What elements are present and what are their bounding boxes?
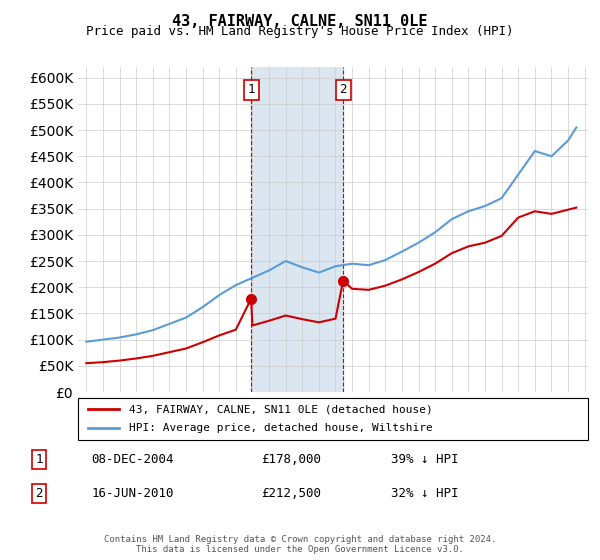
FancyBboxPatch shape	[78, 398, 588, 440]
Text: 08-DEC-2004: 08-DEC-2004	[92, 453, 174, 466]
Text: 1: 1	[247, 83, 255, 96]
Text: 2: 2	[35, 487, 43, 500]
Text: 32% ↓ HPI: 32% ↓ HPI	[391, 487, 458, 500]
Text: Price paid vs. HM Land Registry's House Price Index (HPI): Price paid vs. HM Land Registry's House …	[86, 25, 514, 38]
Text: £178,000: £178,000	[261, 453, 321, 466]
Text: 39% ↓ HPI: 39% ↓ HPI	[391, 453, 458, 466]
Bar	[251, 67, 343, 392]
Text: 2: 2	[340, 83, 347, 96]
Text: £212,500: £212,500	[261, 487, 321, 500]
Text: Contains HM Land Registry data © Crown copyright and database right 2024.
This d: Contains HM Land Registry data © Crown c…	[104, 535, 496, 554]
Text: HPI: Average price, detached house, Wiltshire: HPI: Average price, detached house, Wilt…	[129, 423, 433, 433]
Text: 1: 1	[35, 453, 43, 466]
Text: 43, FAIRWAY, CALNE, SN11 0LE (detached house): 43, FAIRWAY, CALNE, SN11 0LE (detached h…	[129, 404, 433, 414]
Text: 43, FAIRWAY, CALNE, SN11 0LE: 43, FAIRWAY, CALNE, SN11 0LE	[172, 14, 428, 29]
Text: 16-JUN-2010: 16-JUN-2010	[92, 487, 174, 500]
